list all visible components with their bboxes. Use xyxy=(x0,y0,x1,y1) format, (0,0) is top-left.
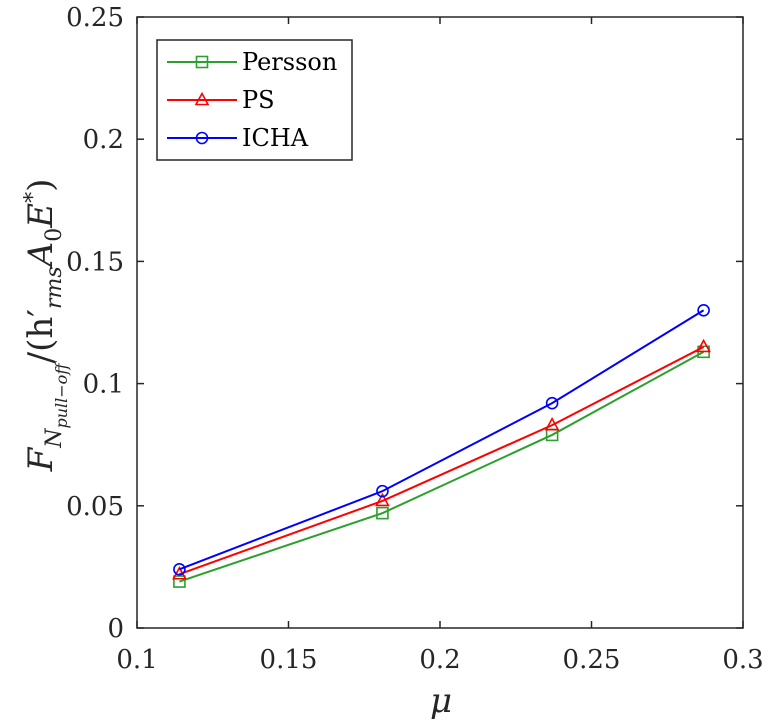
y-tick-label: 0 xyxy=(107,614,124,644)
series-icha xyxy=(173,303,710,576)
x-axis-title: μ xyxy=(430,681,452,721)
y-tick-label: 0.2 xyxy=(83,125,124,155)
data-point-ps xyxy=(375,492,390,507)
data-point-persson xyxy=(173,575,186,588)
y-title-star: * xyxy=(21,192,46,203)
y-title-prime: ′ xyxy=(21,309,61,317)
y-title-mid: /(h xyxy=(21,317,61,364)
y-title-rms: rms xyxy=(42,266,67,309)
data-point-icha xyxy=(545,396,559,410)
series-line-ps xyxy=(179,346,705,576)
x-tick-label: 0.15 xyxy=(260,645,318,675)
plot-area xyxy=(172,303,711,588)
y-title-sub: pull−off xyxy=(52,361,71,429)
x-tick-label: 0.3 xyxy=(722,645,763,675)
legend-item-icha: ICHA xyxy=(167,124,309,152)
legend-label-persson: Persson xyxy=(242,48,337,76)
data-point-ps xyxy=(696,338,711,353)
data-point-icha xyxy=(697,303,710,317)
legend-item-persson: Persson xyxy=(167,48,337,76)
legend-marker-persson xyxy=(195,55,209,69)
y-title-E: E xyxy=(21,203,61,229)
legend-marker-ps xyxy=(194,91,210,106)
legend-marker-icha xyxy=(195,131,209,145)
series-line-icha xyxy=(179,309,705,571)
y-axis-title: FNpull−off/(h′rmsA0E*) xyxy=(21,179,71,473)
series-line-persson xyxy=(179,350,705,583)
data-point-ps xyxy=(544,416,560,431)
x-tick-label: 0.25 xyxy=(563,645,621,675)
y-title-A: A xyxy=(21,242,61,270)
y-tick-label: 0.25 xyxy=(66,3,124,33)
y-title-close: ) xyxy=(21,179,61,192)
legend-item-ps: PS xyxy=(167,86,275,114)
y-title-N: N xyxy=(42,428,67,449)
y-tick-label: 0.05 xyxy=(66,492,124,522)
data-point-icha xyxy=(173,563,186,576)
axes xyxy=(136,16,744,629)
tick-labels: 0.1 0.15 0.2 0.25 0.3 0 0.05 0.1 0.15 0.2 0.25 xyxy=(66,3,764,675)
legend-label-icha: ICHA xyxy=(242,124,309,152)
y-title-zero: 0 xyxy=(42,228,67,242)
x-tick-label: 0.1 xyxy=(116,645,157,675)
legend: Persson PS ICHA xyxy=(156,39,353,161)
series-persson xyxy=(173,345,710,588)
data-point-persson xyxy=(376,506,389,520)
legend-label-ps: PS xyxy=(242,86,275,114)
x-tick-label: 0.2 xyxy=(419,645,460,675)
y-tick-label: 0.1 xyxy=(83,370,124,400)
y-tick-label: 0.15 xyxy=(66,247,124,277)
y-title-F: F xyxy=(21,446,61,472)
data-point-icha xyxy=(376,484,389,498)
